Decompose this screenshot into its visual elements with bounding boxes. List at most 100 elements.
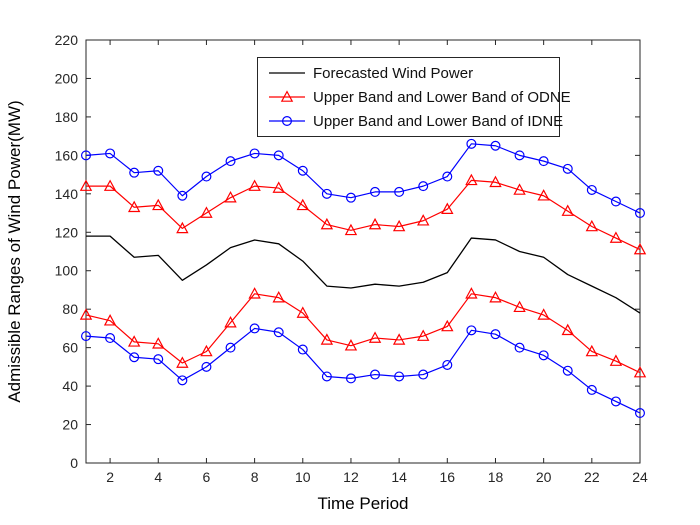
y-tick-label: 100 bbox=[55, 263, 79, 279]
circle-marker-icon bbox=[514, 150, 525, 161]
legend-label-forecast: Forecasted Wind Power bbox=[313, 64, 474, 82]
series-line bbox=[86, 179, 641, 251]
forecast-line-sample-icon bbox=[269, 72, 305, 74]
triangle-marker-icon bbox=[103, 314, 117, 326]
series-lower-band-of-idne bbox=[80, 323, 645, 419]
triangle-marker-icon bbox=[152, 337, 165, 349]
circle-marker-icon bbox=[177, 375, 188, 386]
triangle-marker-icon bbox=[79, 308, 93, 320]
circle-marker-icon bbox=[249, 148, 260, 159]
y-tick-label: 140 bbox=[55, 186, 79, 202]
circle-marker-icon bbox=[538, 350, 549, 361]
triangle-marker-icon bbox=[200, 344, 213, 357]
triangle-marker-icon bbox=[609, 231, 623, 243]
triangle-marker-icon bbox=[224, 191, 237, 203]
triangle-marker-icon bbox=[272, 290, 285, 303]
triangle-marker-icon bbox=[344, 223, 358, 236]
circle-marker-icon bbox=[418, 181, 429, 192]
legend-entry-odne: Upper Band and Lower Band of ODNE bbox=[258, 85, 571, 109]
y-tick-label: 220 bbox=[55, 32, 79, 48]
circle-marker-icon bbox=[466, 138, 477, 149]
y-tick-label: 40 bbox=[62, 378, 78, 394]
circle-marker-icon bbox=[153, 165, 164, 176]
triangle-marker-icon bbox=[296, 306, 309, 318]
triangle-marker-icon bbox=[633, 242, 647, 255]
triangle-marker-icon bbox=[272, 181, 285, 193]
legend-label-idne: Upper Band and Lower Band of IDNE bbox=[313, 112, 564, 130]
circle-marker-icon bbox=[321, 371, 332, 382]
x-tick-label: 18 bbox=[488, 469, 504, 485]
triangle-marker-icon bbox=[392, 219, 406, 232]
circle-marker-icon bbox=[586, 384, 597, 395]
y-tick-label: 20 bbox=[62, 417, 78, 433]
circle-marker-icon bbox=[442, 171, 453, 182]
triangle-marker-icon bbox=[417, 329, 430, 341]
triangle-marker-icon bbox=[127, 335, 141, 347]
x-tick-label: 20 bbox=[536, 469, 552, 485]
x-tick-label: 2 bbox=[106, 469, 114, 485]
triangle-marker-icon bbox=[79, 179, 93, 191]
circle-marker-icon bbox=[105, 148, 116, 159]
x-tick-label: 14 bbox=[391, 469, 407, 485]
circle-marker-icon bbox=[538, 156, 549, 167]
circle-marker-icon bbox=[394, 371, 405, 382]
circle-marker-icon bbox=[297, 165, 308, 176]
x-axis: 2 4 6 8 10 12 14 16 18 20 22 24 bbox=[106, 40, 648, 485]
triangle-marker-icon bbox=[176, 356, 189, 368]
legend-box: Forecasted Wind Power Upper Band and Low… bbox=[257, 57, 571, 137]
series-line bbox=[85, 143, 641, 214]
circle-marker-icon bbox=[490, 140, 501, 151]
y-tick-label: 80 bbox=[62, 301, 78, 317]
circle-marker-icon bbox=[466, 325, 477, 336]
circle-marker-icon bbox=[634, 208, 645, 219]
triangle-marker-icon bbox=[368, 217, 382, 230]
triangle-marker-icon bbox=[633, 365, 647, 378]
x-tick-label: 24 bbox=[632, 469, 648, 485]
circle-marker-icon bbox=[80, 331, 91, 342]
triangle-marker-icon bbox=[489, 290, 502, 303]
circle-marker-icon bbox=[345, 192, 356, 203]
plot-frame bbox=[85, 39, 641, 464]
circle-marker-icon bbox=[297, 344, 308, 355]
triangle-marker-icon bbox=[537, 308, 550, 320]
x-tick-label: 6 bbox=[203, 469, 211, 485]
series-lower-band-of-odne bbox=[79, 287, 647, 378]
y-tick-label: 160 bbox=[55, 147, 79, 163]
y-tick-label: 0 bbox=[70, 455, 78, 471]
y-tick-label: 180 bbox=[55, 109, 79, 125]
triangle-marker-icon bbox=[561, 204, 574, 216]
triangle-marker-icon bbox=[127, 200, 141, 213]
circle-marker-icon bbox=[273, 327, 284, 338]
y-tick-label: 120 bbox=[55, 224, 79, 240]
triangle-marker-icon bbox=[344, 339, 358, 351]
circle-marker-icon bbox=[610, 196, 621, 207]
x-tick-label: 22 bbox=[584, 469, 600, 485]
y-tick-label: 200 bbox=[55, 70, 79, 86]
triangle-marker-icon bbox=[103, 179, 117, 191]
triangle-marker-icon bbox=[200, 206, 213, 218]
circle-marker-icon bbox=[490, 329, 501, 340]
triangle-marker-icon bbox=[465, 287, 478, 299]
circle-marker-icon bbox=[345, 373, 356, 384]
circle-marker-icon bbox=[201, 171, 212, 182]
triangle-marker-icon bbox=[537, 189, 550, 201]
circle-marker-icon bbox=[562, 365, 573, 376]
triangle-marker-icon bbox=[441, 202, 454, 214]
circle-marker-icon bbox=[514, 342, 525, 353]
y-axis-label: Admissible Ranges of Wind Power(MW) bbox=[5, 100, 24, 402]
circle-marker-icon bbox=[370, 186, 381, 197]
circle-marker-icon bbox=[225, 156, 236, 167]
triangle-marker-icon bbox=[280, 90, 294, 102]
circle-marker-icon bbox=[249, 323, 260, 334]
x-tick-label: 10 bbox=[295, 469, 311, 485]
triangle-marker-icon bbox=[320, 217, 334, 230]
triangle-marker-icon bbox=[465, 173, 478, 186]
x-tick-label: 16 bbox=[440, 469, 456, 485]
series-line bbox=[85, 293, 641, 374]
circle-marker-icon bbox=[586, 184, 597, 195]
series-line bbox=[85, 327, 641, 414]
triangle-marker-icon bbox=[368, 331, 382, 343]
legend-label-odne: Upper Band and Lower Band of ODNE bbox=[313, 88, 571, 106]
